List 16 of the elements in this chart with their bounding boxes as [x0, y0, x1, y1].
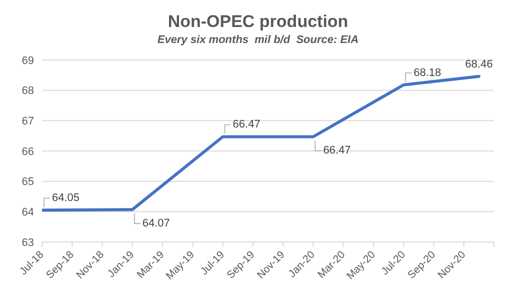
data-label: 68.18: [414, 66, 442, 79]
y-tick-label: 66: [22, 146, 34, 158]
y-tick-label: 68: [22, 85, 34, 98]
data-label: 66.47: [232, 118, 260, 131]
chart-subtitle: Every six months mil b/d Source: EIA: [156, 34, 360, 48]
y-tick-label: 69: [22, 54, 34, 67]
line-series: [42, 74, 480, 212]
data-label: 66.47: [323, 144, 351, 157]
data-label: 64.07: [142, 218, 170, 230]
data-label: 68.46: [465, 58, 493, 70]
data-label: 64.05: [52, 192, 80, 204]
chart-title: Non-OPEC production: [166, 11, 350, 33]
y-tick-label: 67: [22, 116, 34, 128]
y-tick-label: 65: [22, 176, 34, 188]
y-tick-label: 63: [22, 236, 34, 249]
y-tick-label: 64: [22, 206, 34, 219]
